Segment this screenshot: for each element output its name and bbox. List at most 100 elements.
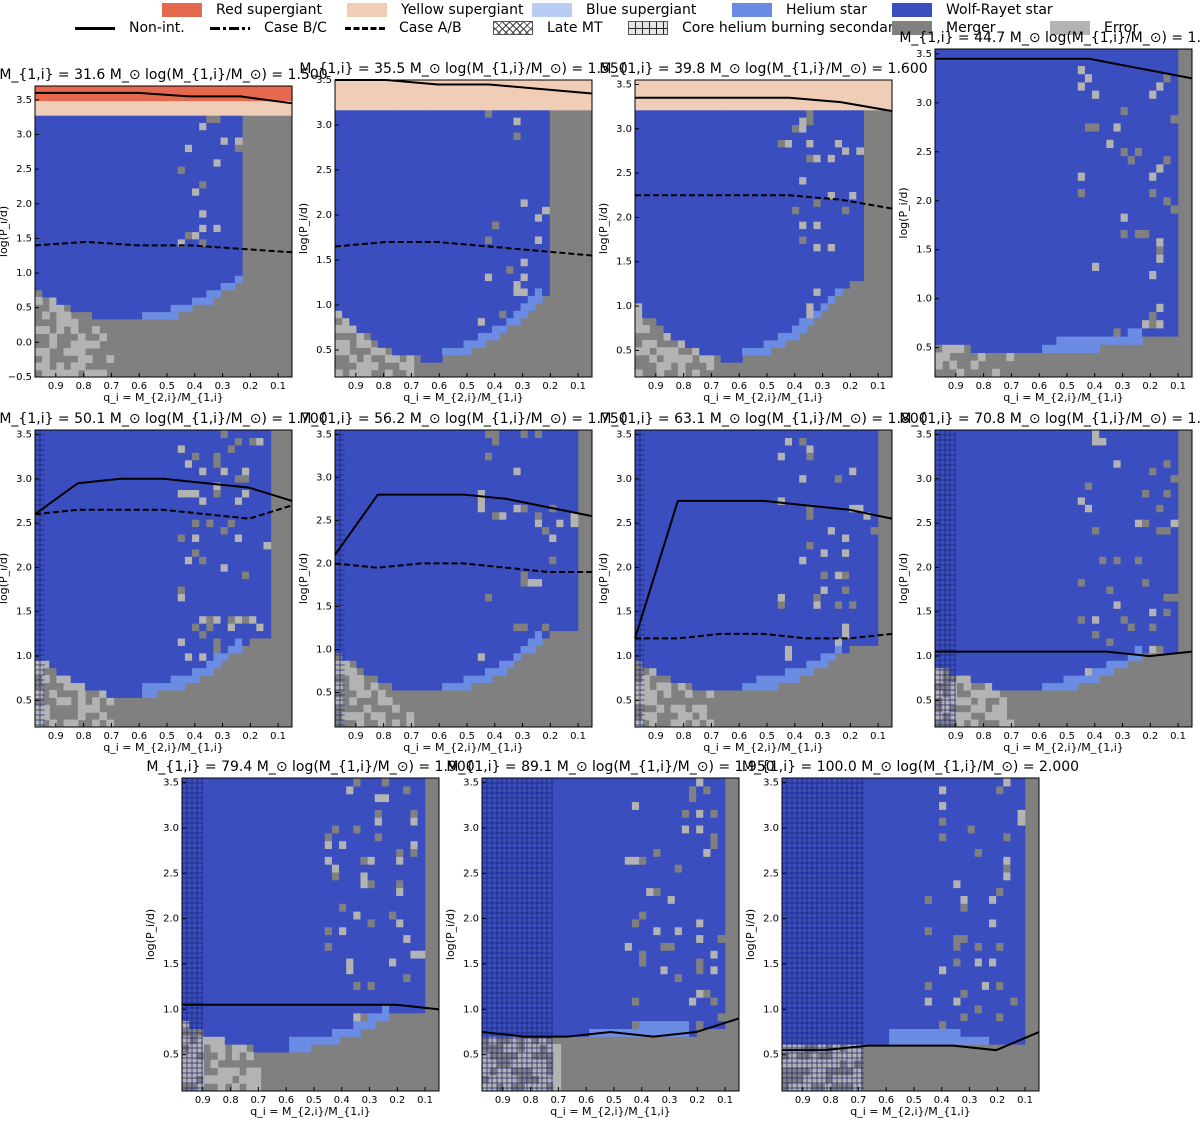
cell-wr	[942, 270, 950, 279]
cell-wr	[135, 173, 143, 181]
y-tick-label: 2.5	[316, 165, 332, 176]
cell-wr	[1014, 320, 1022, 329]
cell-wr	[64, 430, 72, 438]
cell-wr	[492, 318, 500, 326]
cell-wr	[78, 195, 86, 203]
cell-wr	[971, 65, 979, 74]
cell-wr	[799, 243, 807, 251]
cell-ysg	[135, 108, 143, 116]
cell-wr	[1085, 90, 1093, 99]
cell-wr	[85, 166, 93, 174]
cell-wr	[492, 117, 500, 125]
cell-wr	[414, 125, 422, 133]
cell-wr	[492, 273, 500, 281]
cell-wr	[1049, 98, 1057, 107]
cell-wr	[806, 177, 814, 185]
cell-wr	[435, 110, 443, 118]
cell-wr	[435, 229, 443, 237]
cell-wr	[1049, 172, 1057, 181]
cell-wr	[842, 258, 850, 266]
cell-wr	[78, 467, 86, 475]
cell-he	[228, 282, 236, 290]
cell-wr	[414, 325, 422, 333]
cell-wr	[142, 210, 150, 218]
cell-wr	[1006, 270, 1014, 279]
cell-wr	[149, 130, 157, 138]
cell-wr	[635, 177, 643, 185]
cell-wr	[728, 169, 736, 177]
x-axis-label: q_i = M_{2,i}/M_{1,i}	[103, 391, 224, 404]
cell-wr	[42, 159, 50, 167]
cell-wr	[478, 206, 486, 214]
cell-wr	[735, 184, 743, 192]
cell-wr	[1085, 311, 1093, 320]
cell-wr	[192, 144, 200, 152]
cell-error	[35, 720, 43, 728]
cell-wr	[978, 221, 986, 230]
cell-wr	[778, 266, 786, 274]
cell-wr	[213, 232, 221, 240]
cell-wr	[449, 169, 457, 177]
cell-wr	[485, 229, 493, 237]
cell-wr	[528, 199, 536, 207]
cell-ysg	[871, 95, 879, 103]
cell-wr	[64, 519, 72, 527]
cell-wr	[821, 125, 829, 133]
cell-wr	[699, 214, 707, 222]
cell-wr	[721, 214, 729, 222]
cell-wr	[678, 206, 686, 214]
cell-wr	[1071, 131, 1079, 140]
cell-wr	[728, 229, 736, 237]
cell-wr	[506, 177, 514, 185]
cell-wr	[756, 288, 764, 296]
cell-wr	[1135, 311, 1143, 320]
cell-wr	[392, 325, 400, 333]
cell-wr	[642, 273, 650, 281]
cell-wr	[478, 139, 486, 147]
cell-ysg	[456, 102, 464, 110]
cell-wr	[49, 246, 57, 254]
cell-wr	[985, 295, 993, 304]
cell-wr	[206, 144, 214, 152]
cell-wr	[335, 132, 343, 140]
cell-wr	[1099, 311, 1107, 320]
cell-wr	[421, 214, 429, 222]
cell-wr	[756, 273, 764, 281]
cell-wr	[656, 184, 664, 192]
cell-wr	[121, 246, 129, 254]
cell-wr	[1064, 295, 1072, 304]
cell-wr	[635, 132, 643, 140]
cell-wr	[185, 159, 193, 167]
cell-wr	[92, 682, 100, 690]
cell-wr	[692, 266, 700, 274]
cell-wr	[64, 645, 72, 653]
cell-wr	[56, 668, 64, 676]
cell-ysg	[735, 80, 743, 88]
cell-wr	[949, 311, 957, 320]
cell-wr	[764, 125, 772, 133]
cell-wr	[806, 280, 814, 288]
cell-wr	[764, 273, 772, 281]
cell-wr	[849, 132, 857, 140]
cell-error	[356, 370, 364, 378]
cell-wr	[1042, 98, 1050, 107]
cell-wr	[485, 117, 493, 125]
cell-wr	[671, 236, 679, 244]
cell-wr	[1064, 49, 1072, 58]
cell-wr	[378, 132, 386, 140]
cell-wr	[528, 214, 536, 222]
cell-merger	[492, 221, 500, 229]
cell-wr	[399, 169, 407, 177]
cell-wr	[128, 297, 136, 305]
cell-wr	[135, 312, 143, 320]
cell-wr	[792, 280, 800, 288]
cell-wr	[99, 232, 107, 240]
cell-wr	[742, 310, 750, 318]
cell-wr	[192, 195, 200, 203]
cell-ysg	[449, 102, 457, 110]
cell-wr	[835, 132, 843, 140]
cell-wr	[442, 125, 450, 133]
cell-wr	[364, 229, 372, 237]
cell-wr	[1042, 156, 1050, 165]
cell-wr	[1035, 254, 1043, 263]
